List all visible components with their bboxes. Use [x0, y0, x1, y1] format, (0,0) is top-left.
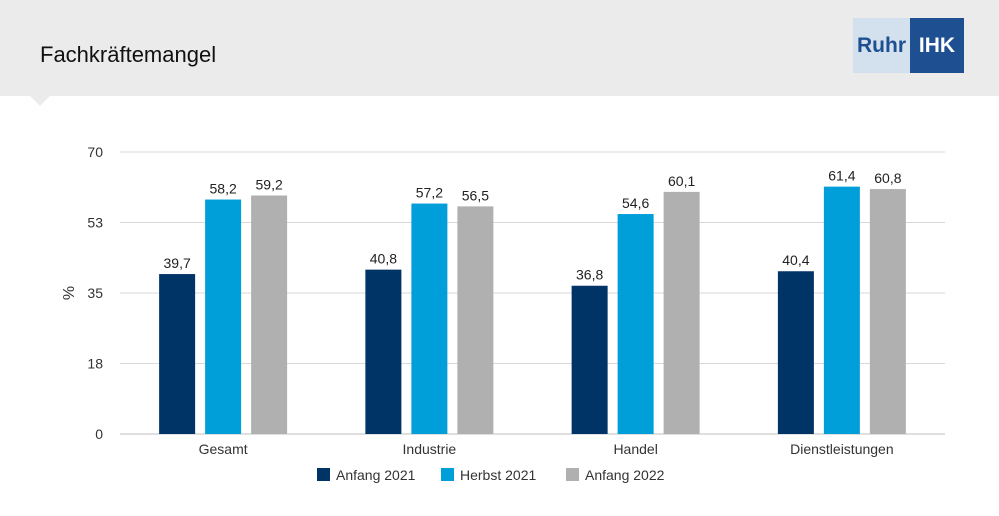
bar	[365, 269, 402, 434]
logo-text-ruhr: Ruhr	[853, 18, 910, 73]
x-tick-label: Handel	[613, 441, 657, 457]
data-label: 40,8	[370, 251, 397, 267]
y-tick-label: 70	[87, 144, 103, 160]
y-tick-label: 53	[87, 215, 103, 231]
bar	[411, 203, 448, 434]
y-tick-label: 0	[95, 426, 103, 442]
legend-label: Herbst 2021	[460, 467, 536, 483]
data-label: 59,2	[256, 177, 283, 193]
legend-label: Anfang 2022	[585, 467, 665, 483]
bar	[457, 206, 494, 434]
x-tick-label: Industrie	[403, 441, 457, 457]
bar	[571, 285, 608, 434]
data-label: 40,4	[782, 252, 809, 268]
x-tick-label: Gesamt	[199, 441, 248, 457]
page-title: Fachkräftemangel	[40, 42, 217, 67]
legend-swatch	[566, 468, 579, 481]
data-label: 39,7	[164, 255, 191, 271]
ruhr-ihk-logo: Ruhr IHK	[853, 18, 964, 73]
bar	[869, 189, 906, 434]
data-label: 58,2	[210, 181, 237, 197]
data-label: 61,4	[828, 168, 855, 184]
logo-text-ihk: IHK	[910, 18, 964, 73]
y-tick-label: 18	[87, 356, 103, 372]
data-label: 54,6	[622, 195, 649, 211]
bar	[663, 191, 700, 434]
bar	[823, 186, 860, 434]
data-label: 56,5	[462, 187, 489, 203]
legend-swatch	[317, 468, 330, 481]
data-label: 60,8	[874, 170, 901, 186]
bar	[251, 195, 288, 434]
y-axis-label: %	[61, 286, 78, 300]
y-tick-label: 35	[87, 285, 103, 301]
header-bar	[0, 0, 999, 96]
bar	[159, 274, 196, 434]
bar	[777, 271, 814, 434]
bar	[617, 214, 654, 434]
data-label: 36,8	[576, 267, 603, 283]
legend-swatch	[441, 468, 454, 481]
legend-label: Anfang 2021	[336, 467, 416, 483]
x-tick-label: Dienstleistungen	[790, 441, 894, 457]
data-label: 57,2	[416, 185, 443, 201]
bar	[205, 199, 242, 434]
header-notch	[30, 96, 50, 106]
data-label: 60,1	[668, 173, 695, 189]
